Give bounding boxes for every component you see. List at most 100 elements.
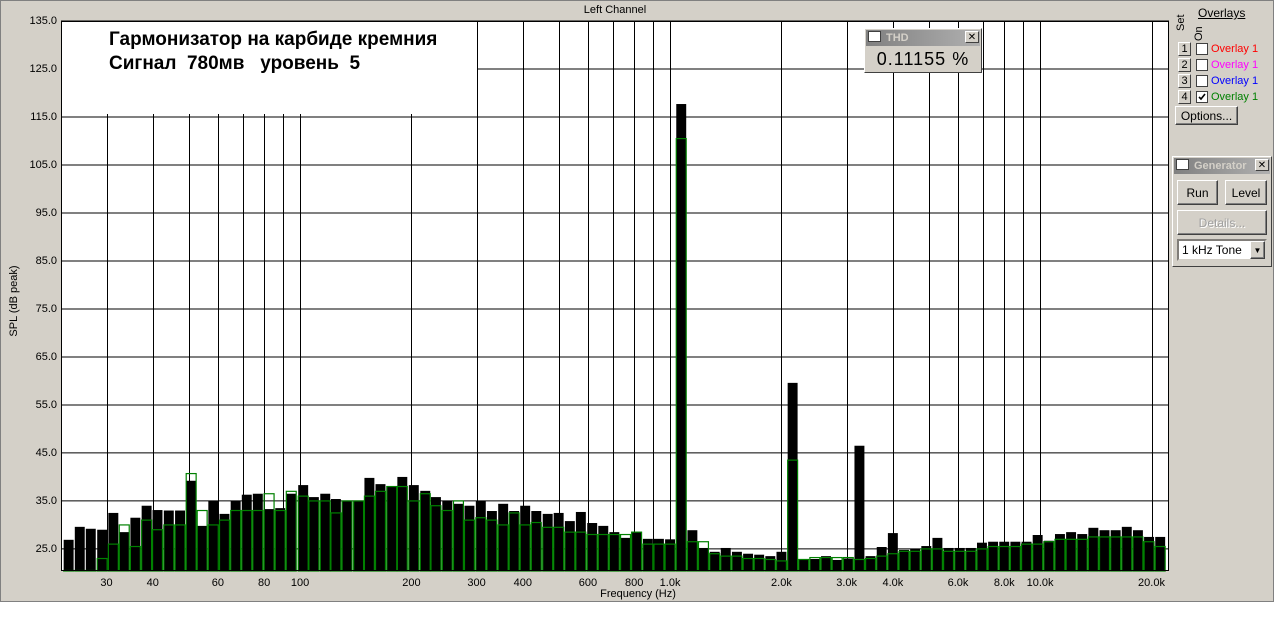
bar <box>63 539 74 571</box>
overlay-checkbox[interactable] <box>1196 43 1208 55</box>
bar <box>876 547 887 571</box>
bar <box>575 511 586 571</box>
x-tick-label: 20.0k <box>1138 577 1165 589</box>
bar <box>520 505 531 571</box>
y-tick-label: 35.0 <box>36 495 57 507</box>
overlay-checkbox[interactable] <box>1196 75 1208 87</box>
bar <box>453 503 464 571</box>
y-tick-label: 65.0 <box>36 351 57 363</box>
bar <box>642 538 653 571</box>
bar <box>298 485 309 571</box>
plot-border <box>61 21 1169 571</box>
generator-title: Generator <box>1194 160 1247 172</box>
bar <box>375 484 386 571</box>
x-tick-label: 400 <box>514 577 532 589</box>
thd-title: THD <box>886 32 909 44</box>
y-tick-label: 25.0 <box>36 543 57 555</box>
bar <box>386 487 397 571</box>
bar <box>988 541 999 571</box>
bar <box>364 477 375 571</box>
on-label: On <box>1193 26 1205 41</box>
set-button[interactable]: 3 <box>1178 74 1191 88</box>
bar <box>175 510 186 571</box>
bar <box>943 547 954 571</box>
options-button[interactable]: Options... <box>1175 106 1238 125</box>
bar <box>1077 534 1088 571</box>
bar <box>475 500 486 571</box>
annotation-box <box>62 22 477 114</box>
y-tick-label: 95.0 <box>36 207 57 219</box>
bar <box>186 480 197 571</box>
bar <box>308 497 319 571</box>
bar <box>353 500 364 571</box>
y-axis-label: SPL (dB peak) <box>8 265 20 336</box>
run-button[interactable]: Run <box>1177 180 1218 205</box>
bar <box>731 551 742 571</box>
set-button[interactable]: 1 <box>1178 42 1191 56</box>
x-tick-label: 10.0k <box>1027 577 1054 589</box>
bar <box>397 476 408 571</box>
set-button[interactable]: 4 <box>1178 90 1191 104</box>
chart: Left Channel Frequency (Hz) SPL (dB peak… <box>8 4 1169 600</box>
bar <box>197 525 208 571</box>
x-tick-label: 40 <box>147 577 159 589</box>
check-mark <box>1198 93 1206 101</box>
bar <box>74 526 85 571</box>
y-tick-label: 75.0 <box>36 303 57 315</box>
bar <box>832 559 843 571</box>
bar <box>219 513 230 571</box>
bar <box>954 547 965 571</box>
bar <box>464 505 475 571</box>
x-tick-label: 6.0k <box>948 577 969 589</box>
x-tick-label: 100 <box>291 577 309 589</box>
y-tick-label: 135.0 <box>29 15 57 27</box>
thd-close[interactable]: ✕ <box>965 31 979 43</box>
bar <box>1010 541 1021 571</box>
bar <box>1043 540 1054 571</box>
bar <box>865 556 876 571</box>
overlay-checkbox[interactable] <box>1196 91 1208 103</box>
bar <box>230 500 241 571</box>
x-tick-label: 3.0k <box>836 577 857 589</box>
bar <box>687 530 698 571</box>
bar <box>241 494 252 571</box>
bar <box>442 500 453 571</box>
bar <box>743 553 754 571</box>
level-button[interactable]: Level <box>1225 180 1267 205</box>
select-arrow[interactable]: ▼ <box>1250 241 1265 259</box>
bar <box>809 559 820 571</box>
bar <box>286 493 297 571</box>
x-tick-label: 30 <box>100 577 112 589</box>
generator-icon <box>1176 159 1189 170</box>
bar <box>97 529 108 571</box>
check-path <box>1198 93 1206 101</box>
bar <box>252 493 263 571</box>
bar <box>999 541 1010 571</box>
bar <box>208 500 219 571</box>
bar <box>342 500 353 571</box>
bar <box>932 537 943 571</box>
bar <box>843 558 854 571</box>
bar <box>430 497 441 571</box>
x-tick-label: 8.0k <box>994 577 1015 589</box>
bar <box>720 547 731 571</box>
bar <box>330 499 341 571</box>
signal-select[interactable]: 1 kHz Tone ▼ <box>1177 239 1267 261</box>
annotation: Сигнал 780мв уровень 5 <box>109 53 360 74</box>
bar <box>85 528 96 571</box>
generator-close[interactable]: ✕ <box>1255 159 1269 171</box>
bar <box>787 382 798 571</box>
bar <box>542 513 553 571</box>
bar <box>598 525 609 571</box>
bar <box>587 523 598 571</box>
overlay-checkbox[interactable] <box>1196 59 1208 71</box>
thd-icon <box>868 31 881 42</box>
bar <box>854 445 865 571</box>
x-tick-label: 2.0k <box>771 577 792 589</box>
bar <box>609 532 620 571</box>
set-button[interactable]: 2 <box>1178 58 1191 72</box>
x-tick-label: 800 <box>625 577 643 589</box>
bar <box>163 510 174 571</box>
bar <box>1032 535 1043 571</box>
bar <box>486 511 497 571</box>
